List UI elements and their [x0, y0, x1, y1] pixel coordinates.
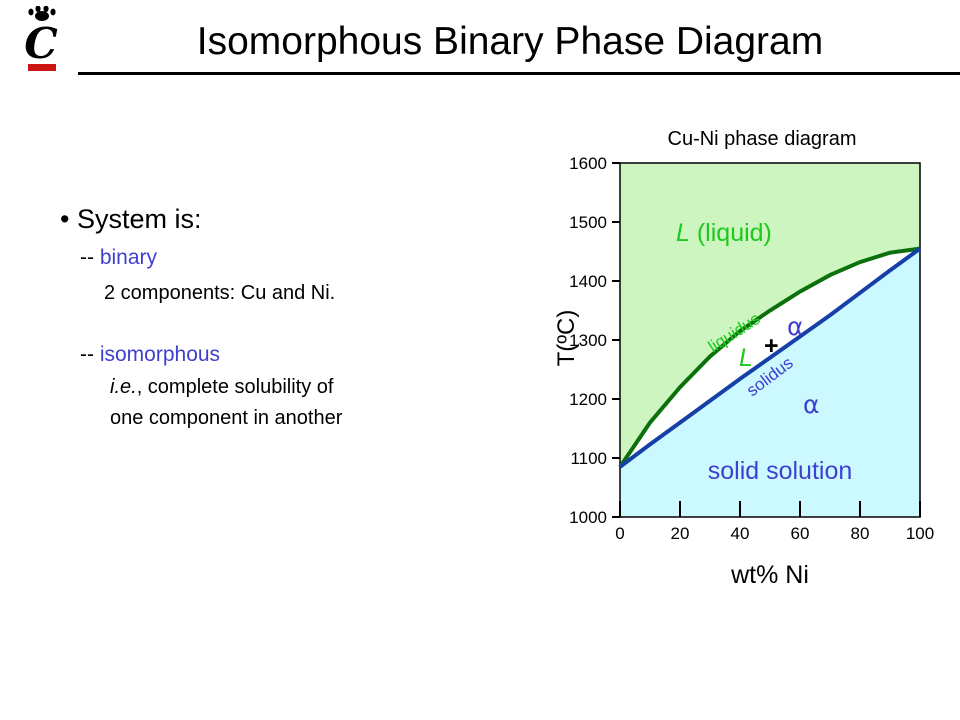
- two-phase-L: L: [739, 344, 753, 372]
- y-tick-label: 1100: [570, 449, 607, 468]
- liquid-region: [620, 163, 920, 467]
- slide-title: Isomorphous Binary Phase Diagram: [196, 20, 824, 63]
- y-tick-label: 1300: [569, 331, 607, 350]
- paw-print-icon: [28, 6, 56, 21]
- axis-ticks: 0 20 40 60 80 100 1000 1100 1200 1300 1400 1500 1600: [569, 154, 934, 543]
- chart-title: Cu-Ni phase diagram: [668, 128, 857, 150]
- solid-solution-region: [620, 248, 920, 517]
- liquid-text: (liquid): [690, 219, 772, 247]
- y-tick-label: 1000: [569, 508, 607, 527]
- binary-prefix: --: [80, 246, 100, 269]
- x-tick-label: 40: [731, 524, 750, 543]
- alpha-region-label: α: [803, 390, 819, 419]
- isomorphous-term: isomorphous: [99, 343, 221, 366]
- liquid-L: L: [676, 219, 690, 247]
- solid-solution-label: solid solution: [708, 457, 853, 485]
- isomorphous-prefix: --: [80, 343, 100, 366]
- y-tick-label: 1500: [569, 213, 607, 232]
- logo-red-bar: [28, 64, 56, 71]
- binary-detail: 2 components: Cu and Ni.: [104, 282, 336, 304]
- liquid-region-label: L (liquid): [676, 219, 772, 247]
- solubility-line-1: i.e., complete solubility of: [110, 376, 333, 399]
- x-tick-label: 100: [906, 524, 934, 543]
- liquidus-line: [618, 246, 921, 469]
- x-tick-label: 60: [791, 524, 810, 543]
- university-logo: C: [24, 6, 58, 71]
- y-axis-label: T(ºC): [553, 310, 580, 367]
- binary-line: -- binary: [80, 246, 157, 270]
- x-tick-label: 20: [671, 524, 690, 543]
- solubility-text-1: , complete solubility of: [136, 376, 334, 398]
- x-tick-label: 80: [851, 524, 870, 543]
- binary-term: binary: [99, 246, 158, 269]
- isomorphous-line: -- isomorphous: [80, 343, 220, 367]
- two-phase-plus: +: [764, 332, 779, 360]
- x-axis-label: wt% Ni: [730, 561, 809, 589]
- solidus-line: [618, 246, 922, 469]
- y-tick-label: 1400: [569, 272, 607, 291]
- y-tick-label: 1200: [569, 390, 607, 409]
- bullet-system-is: • System is:: [60, 204, 202, 234]
- logo-letter: C: [24, 19, 58, 68]
- title-underline: [78, 72, 960, 75]
- x-tick-label: 0: [615, 524, 624, 543]
- solubility-line-2: one component in another: [110, 407, 343, 429]
- ie-abbrev: i.e.: [110, 376, 137, 398]
- two-phase-alpha: α: [787, 312, 803, 341]
- y-tick-label: 1600: [569, 154, 607, 173]
